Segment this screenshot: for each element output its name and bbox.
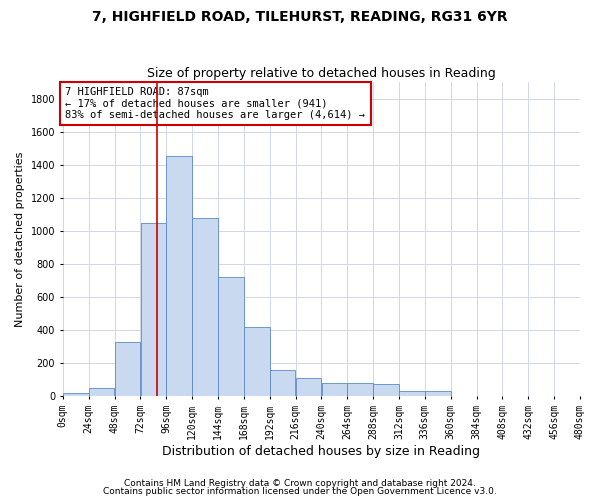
Bar	[322, 383, 347, 396]
Text: 7 HIGHFIELD ROAD: 87sqm
← 17% of detached houses are smaller (941)
83% of semi-d: 7 HIGHFIELD ROAD: 87sqm ← 17% of detache…	[65, 87, 365, 120]
Bar	[140, 222, 166, 396]
Text: Contains public sector information licensed under the Open Government Licence v3: Contains public sector information licen…	[103, 487, 497, 496]
Bar	[218, 277, 244, 396]
Bar	[244, 326, 269, 396]
Bar	[296, 378, 321, 396]
Bar	[347, 383, 373, 396]
Title: Size of property relative to detached houses in Reading: Size of property relative to detached ho…	[147, 66, 496, 80]
Text: Contains HM Land Registry data © Crown copyright and database right 2024.: Contains HM Land Registry data © Crown c…	[124, 478, 476, 488]
Bar	[63, 393, 89, 396]
Bar	[270, 370, 295, 396]
Bar	[192, 218, 218, 396]
X-axis label: Distribution of detached houses by size in Reading: Distribution of detached houses by size …	[163, 444, 481, 458]
Bar	[399, 391, 425, 396]
Text: 7, HIGHFIELD ROAD, TILEHURST, READING, RG31 6YR: 7, HIGHFIELD ROAD, TILEHURST, READING, R…	[92, 10, 508, 24]
Bar	[89, 388, 115, 396]
Bar	[115, 342, 140, 396]
Bar	[373, 384, 399, 396]
Bar	[425, 391, 451, 396]
Bar	[166, 156, 192, 396]
Y-axis label: Number of detached properties: Number of detached properties	[15, 152, 25, 326]
